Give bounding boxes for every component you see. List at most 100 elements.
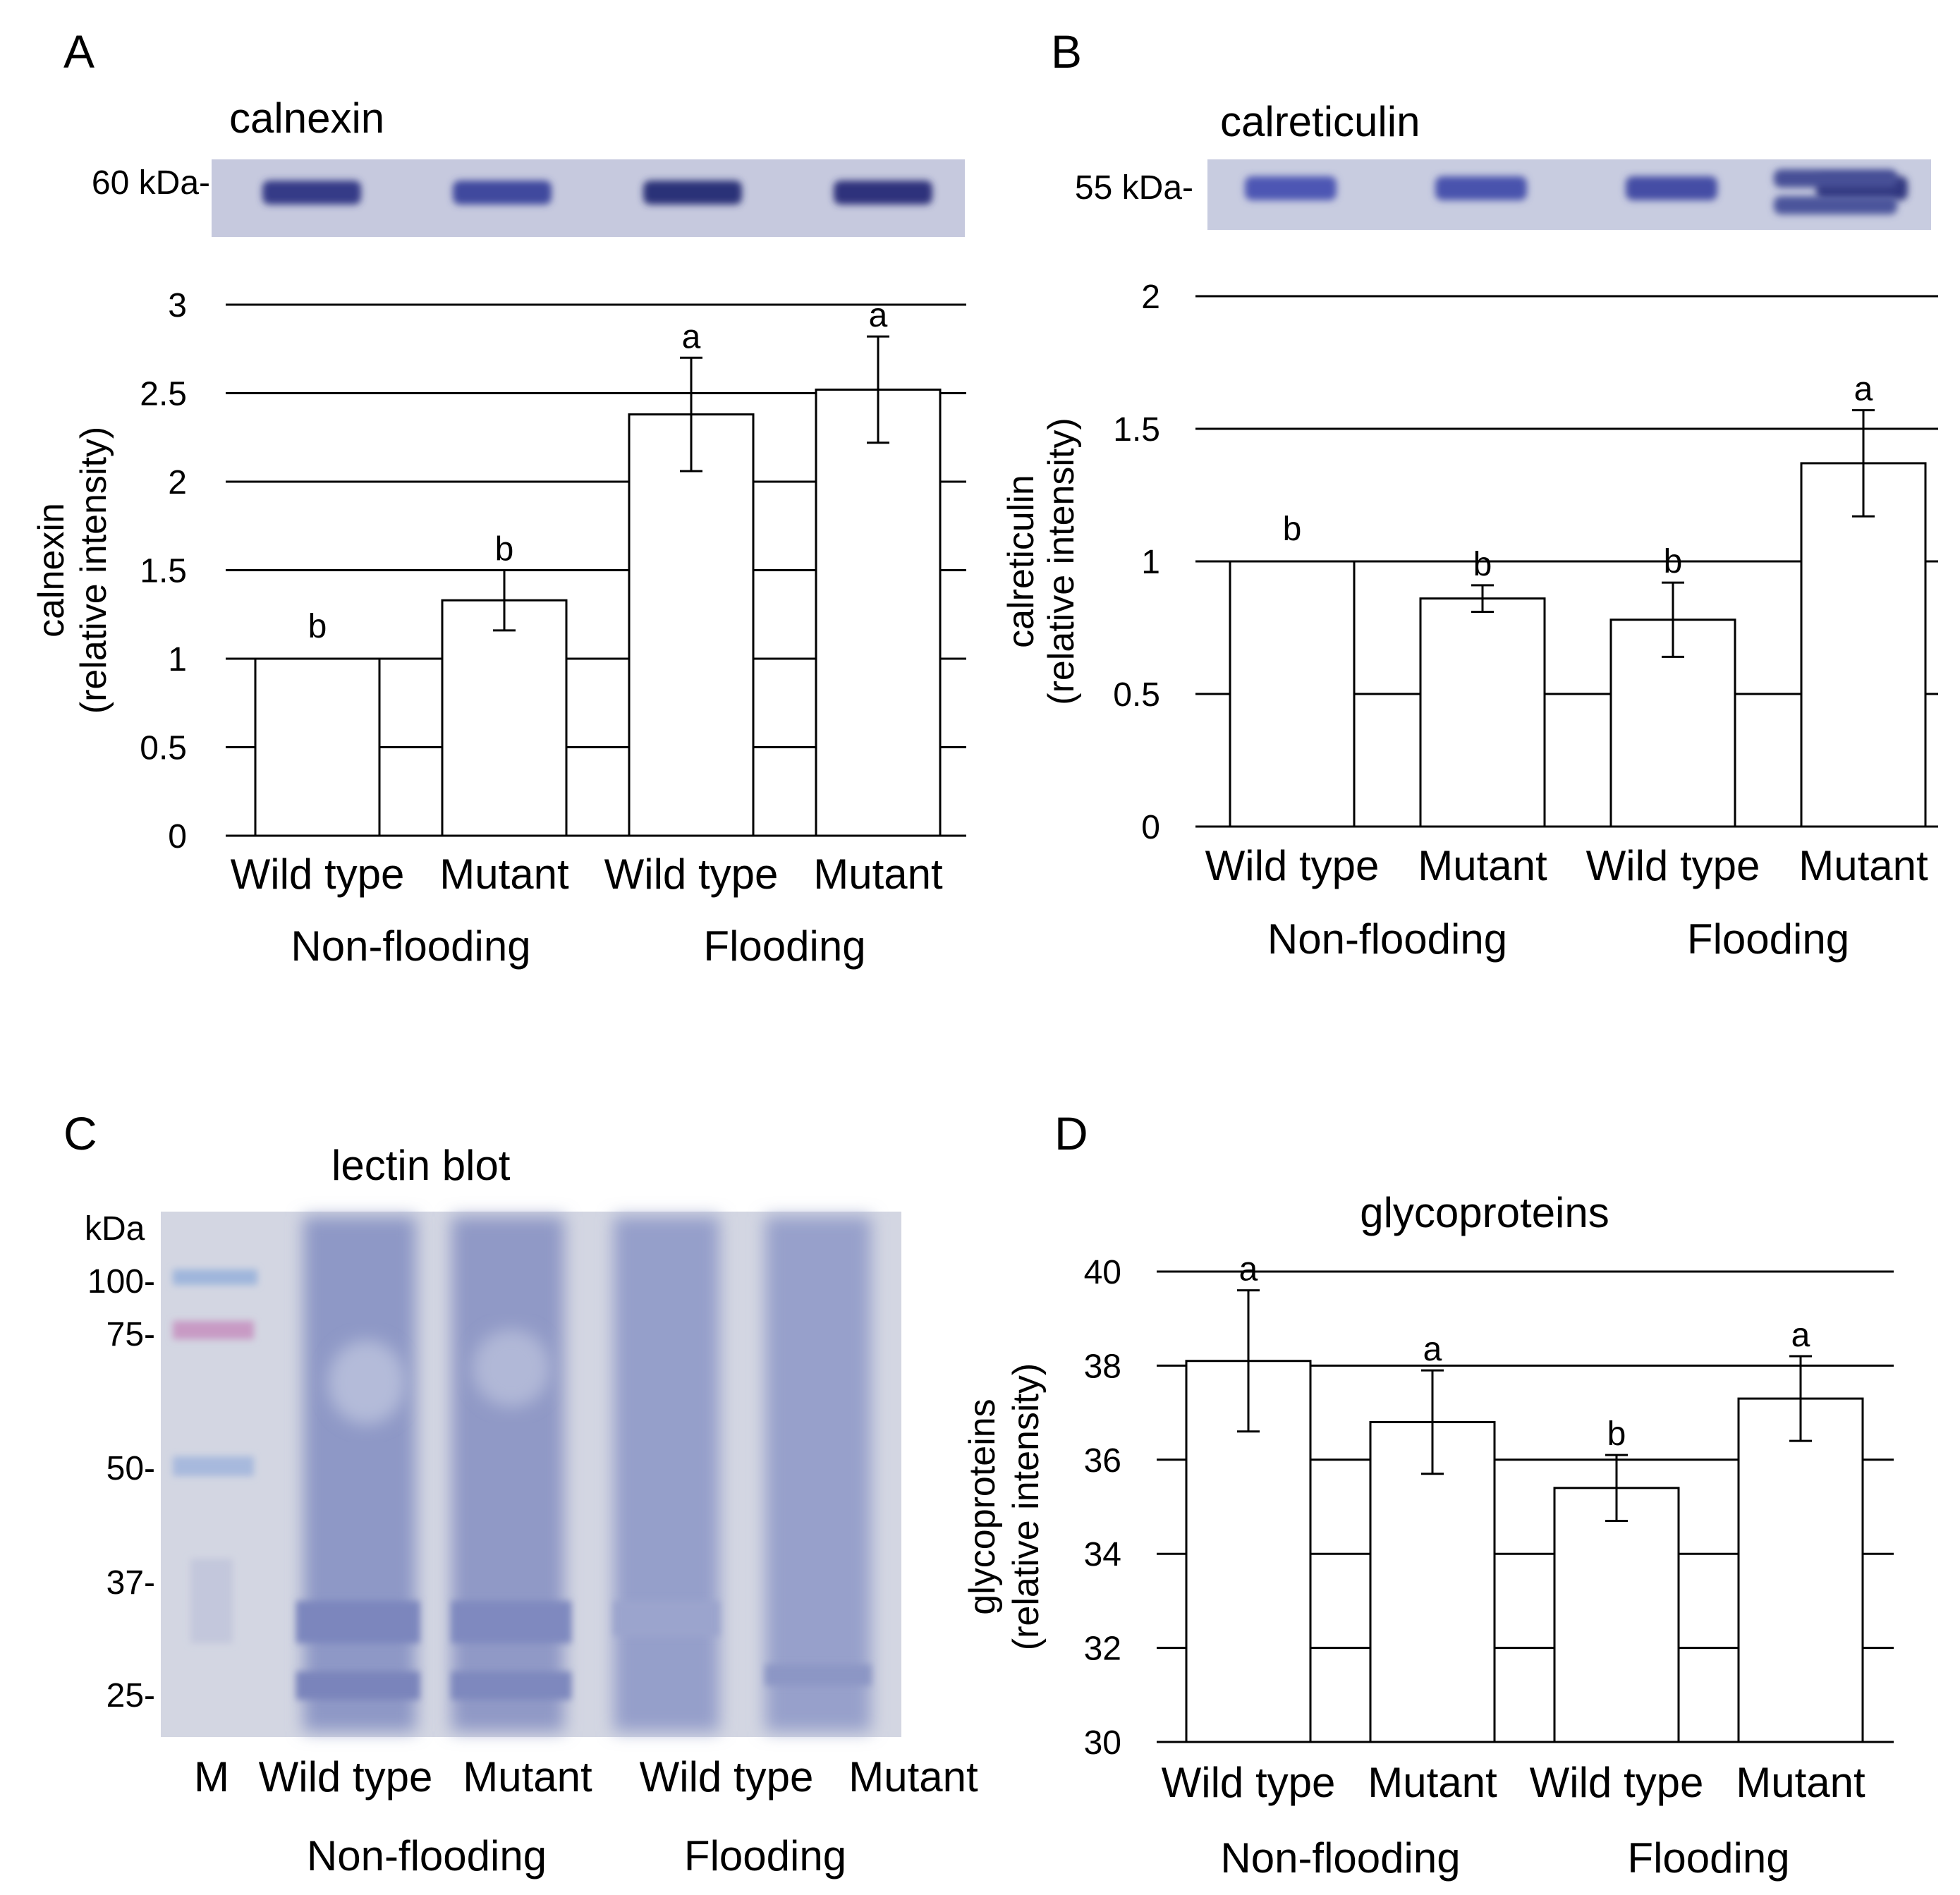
y-axis-label: (relative intensity): [1041, 418, 1082, 705]
blot-band: [453, 181, 552, 205]
bar: [1800, 462, 1927, 828]
x-group-label: Flooding: [1627, 1834, 1789, 1882]
marker-label: 100-: [87, 1263, 155, 1300]
panel-b-label: B: [1051, 25, 1082, 78]
panel-a-marker: 60 kDa-: [92, 164, 210, 202]
significance-letter: b: [1664, 543, 1683, 580]
significance-letter: a: [1791, 1317, 1810, 1354]
lane-label: Mutant: [848, 1753, 978, 1800]
blot-band: [262, 181, 361, 205]
significance-letter: b: [1283, 511, 1302, 548]
x-category-label: Wild type: [1205, 842, 1380, 889]
x-group-label: Non-flooding: [1267, 915, 1507, 963]
x-group-label: Non-flooding: [291, 922, 530, 970]
y-tick-label: 32: [1084, 1631, 1121, 1668]
y-tick-label: 2: [168, 464, 187, 501]
panel-d: D 30 32 34 36 38 40 a Wild type a Mutant b Wild typ…: [962, 1107, 1894, 1882]
x-category-label: Wild type: [1586, 842, 1760, 889]
x-group-label: Flooding: [703, 922, 865, 970]
y-tick-label: 40: [1084, 1254, 1121, 1291]
panel-c-blot-title: lectin blot: [331, 1142, 511, 1189]
bar: [628, 413, 755, 837]
panel-a-blot-title: calnexin: [229, 95, 384, 142]
significance-letter: a: [1423, 1331, 1442, 1368]
y-tick-label: 1.5: [1113, 411, 1160, 449]
marker-label: 50-: [106, 1450, 155, 1487]
bar: [254, 657, 381, 837]
panel-a-blot: [212, 159, 965, 237]
y-tick-label: 3: [168, 287, 187, 324]
significance-letter: a: [1854, 371, 1873, 408]
chart-d: 30 32 34 36 38 40 a Wild type a Mutant b Wild type a…: [962, 1189, 1894, 1882]
y-tick-label: 0.5: [1113, 676, 1160, 714]
lane-label: Mutant: [463, 1753, 592, 1800]
blot-band: [1774, 169, 1897, 188]
x-category-label: Wild type: [1530, 1759, 1704, 1806]
x-category-label: Mutant: [1418, 842, 1547, 889]
x-category-label: Mutant: [1798, 842, 1928, 889]
x-category-label: Wild type: [231, 851, 405, 898]
lectin-blot-image: [161, 1212, 901, 1737]
y-tick-label: 1: [168, 641, 187, 678]
y-tick-label: 2.5: [140, 376, 187, 413]
lane-label: M: [194, 1753, 229, 1800]
bar: [1229, 560, 1356, 828]
bar: [815, 388, 942, 837]
x-category-label: Mutant: [1736, 1759, 1865, 1806]
panel-b: B calreticulin 55 kDa- 0 0.5 1 1.5 2 b Wild ty…: [1001, 25, 1938, 963]
y-axis-label: (relative intensity): [1006, 1363, 1047, 1650]
bar: [1737, 1397, 1864, 1743]
chart-b: 0 0.5 1 1.5 2 b Wild type b Mutant b Wild type a Mut…: [1001, 279, 1938, 963]
blot-band: [1626, 176, 1717, 200]
blot-band: [1245, 176, 1337, 200]
marker-label: 75-: [106, 1316, 155, 1353]
blot-band: [1435, 176, 1527, 200]
panel-d-label: D: [1054, 1107, 1088, 1159]
significance-letter: a: [869, 297, 888, 334]
y-axis-label: glycoproteins: [962, 1399, 1003, 1614]
panel-b-blot-title: calreticulin: [1220, 98, 1420, 145]
bar: [441, 599, 568, 837]
y-tick-label: 0: [168, 818, 187, 855]
panel-c-kda: kDa: [85, 1210, 145, 1248]
x-group-label: Flooding: [1687, 915, 1849, 963]
panel-b-marker: 55 kDa-: [1075, 169, 1193, 207]
y-tick-label: 34: [1084, 1536, 1121, 1573]
significance-letter: b: [308, 608, 327, 645]
bar: [1553, 1487, 1680, 1743]
marker-label: 37-: [106, 1564, 155, 1602]
y-tick-label: 2: [1141, 279, 1160, 316]
chart-a: 0 0.5 1 1.5 2 2.5 3 b Wild type b Mutant a Wild type…: [31, 287, 966, 970]
x-category-label: Mutant: [813, 851, 943, 898]
x-category-label: Mutant: [439, 851, 569, 898]
y-tick-label: 30: [1084, 1724, 1121, 1762]
significance-letter: b: [495, 531, 514, 568]
y-tick-label: 1: [1141, 544, 1160, 581]
x-category-label: Wild type: [604, 851, 779, 898]
bar: [1369, 1420, 1496, 1743]
panel-a-label: A: [63, 25, 95, 78]
lane-label: Wild type: [640, 1753, 814, 1800]
y-axis-label: calreticulin: [1001, 475, 1042, 648]
group-label: Non-flooding: [307, 1832, 547, 1879]
x-category-label: Wild type: [1162, 1759, 1336, 1806]
significance-letter: b: [1473, 546, 1492, 583]
bar: [1419, 597, 1546, 828]
significance-letter: b: [1607, 1415, 1626, 1453]
significance-letter: a: [682, 318, 701, 355]
lectin-lane-labels: M Wild type Mutant Wild type Mutant Non-…: [194, 1753, 978, 1879]
panel-a: A calnexin 60 kDa- 0 0.5 1 1.5 2 2.5 3 b Wild ty…: [31, 25, 966, 970]
blot-band: [1774, 196, 1897, 214]
panel-c: C lectin blot kDa 100-: [63, 1107, 978, 1879]
y-axis-label: calnexin: [31, 503, 72, 638]
lane-label: Wild type: [259, 1753, 433, 1800]
y-tick-label: 1.5: [140, 553, 187, 590]
y-tick-label: 0: [1141, 809, 1160, 846]
blot-band: [643, 181, 742, 205]
y-axis-label: (relative intensity): [73, 427, 114, 714]
blot-band: [834, 181, 932, 205]
lectin-markers: 100- 75- 50- 37- 25-: [87, 1263, 155, 1714]
marker-label: 25-: [106, 1677, 155, 1714]
significance-letter: a: [1239, 1251, 1258, 1288]
